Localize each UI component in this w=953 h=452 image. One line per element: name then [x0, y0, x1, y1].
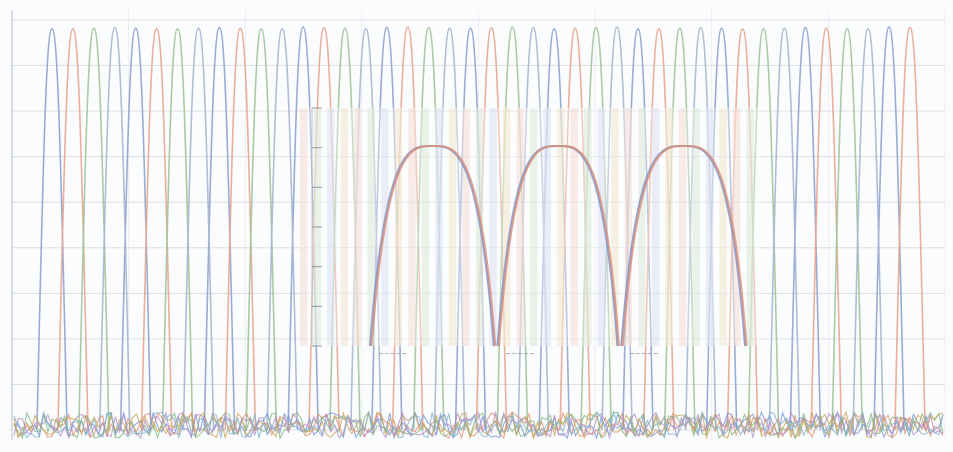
inset-chart: ~~~~~ ~~~~~ ~~~~~ [300, 107, 760, 358]
inset-band [651, 108, 660, 346]
inset-band [665, 108, 673, 346]
chromatogram-peak [873, 26, 905, 431]
chromatogram-peak [810, 27, 843, 431]
inset-band [340, 108, 348, 346]
inset-band [408, 108, 416, 346]
inset-band [394, 108, 403, 346]
inset-band [557, 108, 565, 346]
inset-band [300, 108, 308, 346]
inset-band [570, 108, 578, 346]
inset-band [435, 108, 443, 346]
chromatogram-peak [182, 27, 215, 431]
chromatogram-peak [852, 27, 884, 431]
chromatogram-peak [747, 27, 780, 431]
inset-band [678, 108, 687, 346]
inset-band [543, 108, 551, 346]
inset-band [327, 108, 335, 346]
inset-band [719, 108, 727, 346]
chromatogram-peak [287, 26, 319, 431]
chromatogram-peak [894, 26, 926, 431]
chromatogram-peak [98, 26, 131, 431]
inset-band [489, 108, 497, 346]
chromatogram-peak [768, 27, 801, 431]
inset-arch-label: ~~~~~ [378, 350, 407, 358]
inset-band [421, 108, 430, 346]
chromatogram-peak [36, 27, 68, 431]
inset-arch-label: ~~~~~ [629, 350, 658, 358]
chromatogram-peak [789, 26, 822, 431]
inset-band [354, 108, 362, 346]
inset-band [597, 108, 605, 346]
inset-band [732, 108, 741, 346]
inset-band [448, 108, 457, 346]
inset-band [611, 108, 619, 346]
inset-band [692, 108, 700, 346]
chromatogram-peak [245, 27, 278, 431]
inset-band [584, 108, 592, 346]
chromatogram-peak [831, 27, 864, 431]
chromatogram-peak [78, 27, 110, 431]
chromatogram-peak [161, 27, 194, 431]
inset-band [530, 108, 538, 346]
chromatogram-peak [140, 27, 173, 431]
chromatogram-peak [57, 27, 89, 431]
inset-arch-series [621, 144, 748, 347]
baseline-noise-trace [13, 410, 944, 440]
inset-band [705, 108, 714, 346]
inset-band [502, 108, 511, 346]
inset-band [746, 108, 754, 346]
chromatogram-peak [203, 26, 236, 431]
inset-band [516, 108, 524, 346]
chromatogram-peak [224, 27, 257, 431]
inset-band [367, 108, 375, 346]
inset-arch-series [498, 144, 620, 347]
inset-arch-series [370, 144, 497, 347]
baseline-noise-trace [13, 410, 944, 440]
inset-band [638, 108, 646, 346]
inset-band [462, 108, 470, 346]
baseline-noise [13, 410, 944, 440]
inset-arch-label: ~~~~~ [506, 350, 535, 358]
baseline-noise-trace [13, 410, 944, 440]
chromatogram-peak [266, 27, 299, 431]
chromatogram-peak [119, 27, 152, 431]
inset-band [624, 108, 633, 346]
